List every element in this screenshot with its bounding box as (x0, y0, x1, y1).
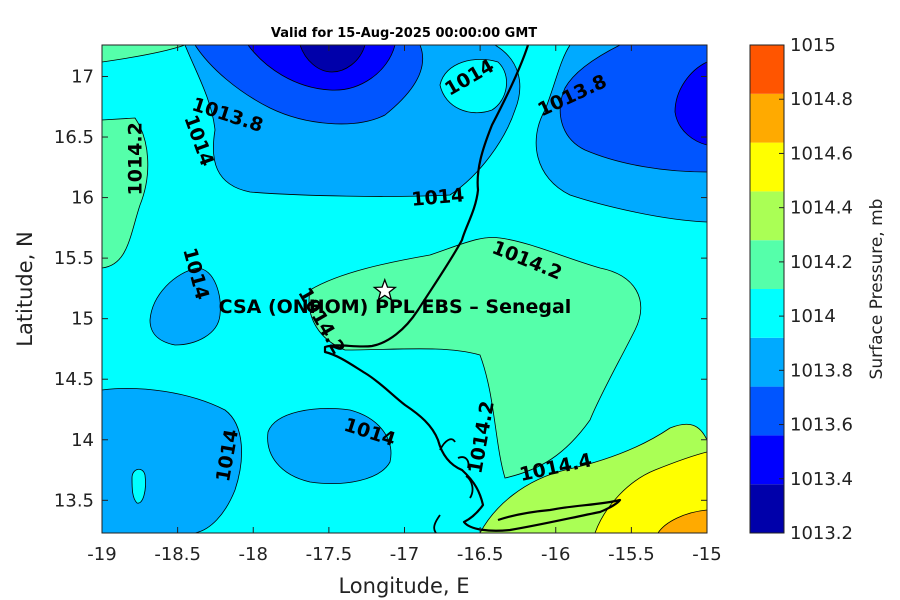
colorbar-tick-label: 1014 (790, 306, 836, 327)
coastline-detail (433, 438, 474, 533)
x-tick-label: -15 (692, 544, 721, 565)
colorbar-swatch (750, 386, 784, 436)
contour-region-1014.2-center (308, 237, 642, 479)
y-axis-label: Latitude, N (13, 231, 37, 347)
x-axis-ticks: -19 -18.5 -18 -17.5 -17 -16.5 -16 -15.5 -15 (87, 45, 722, 565)
colorbar-frame (749, 44, 785, 534)
contour-label: 1014 (410, 184, 465, 211)
colorbar-tick-label: 1013.2 (790, 523, 853, 544)
colorbar-tick-label: 1013.4 (790, 469, 853, 490)
y-tick-label: 16 (71, 188, 94, 209)
y-tick-label: 15 (71, 309, 94, 330)
colorbar-tick-label: 1014.8 (790, 89, 853, 110)
colorbar-swatch (750, 45, 784, 94)
colorbar-ticks: 1013.2 1013.4 1013.6 1013.8 1014 1014.2 1014.4… (779, 35, 853, 544)
colorbar-label: Surface Pressure, mb (867, 199, 887, 380)
contour-region-1014.2-left (102, 117, 149, 269)
y-tick-label: 14 (71, 430, 94, 451)
colorbar-tick-label: 1014.6 (790, 143, 853, 164)
colorbar-tick-label: 1015 (790, 35, 836, 56)
x-tick-label: -15.5 (608, 544, 655, 565)
station-star-icon[interactable] (372, 277, 398, 302)
colorbar-swatch (750, 240, 784, 289)
y-axis-ticks: 13.5 14 14.5 15 15.5 16 16.5 17 (54, 66, 707, 511)
x-tick-label: -17 (390, 544, 419, 565)
contour-region-1013.6-right (559, 45, 707, 173)
x-tick-label: -17.5 (306, 544, 353, 565)
contour-region-1013.8-bottomcenter (267, 408, 392, 484)
colorbar-tick-label: 1014.4 (790, 198, 853, 219)
contour-region-1013.8-left-blob (149, 267, 221, 346)
colorbar-swatch (750, 484, 784, 533)
contour-region-1013.2-top (299, 45, 366, 73)
colorbar-swatch (750, 337, 784, 387)
x-tick-label: -18 (239, 544, 268, 565)
x-tick-label: -16.5 (457, 544, 504, 565)
coastline (323, 45, 622, 532)
contour-region-1014-bubble (439, 59, 507, 114)
x-tick-label: -16 (541, 544, 570, 565)
y-tick-label: 13.5 (54, 490, 94, 511)
x-axis-label: Longitude, E (338, 574, 469, 598)
y-tick-label: 15.5 (54, 248, 94, 269)
colorbar-swatch (750, 93, 784, 143)
contour-label: 1014.2 (124, 122, 146, 195)
y-tick-label: 16.5 (54, 127, 94, 148)
colorbar-tick-label: 1013.6 (790, 415, 853, 436)
y-tick-label: 14.5 (54, 369, 94, 390)
contour-region-1014.8 (657, 509, 707, 533)
x-tick-label: -18.5 (154, 544, 201, 565)
contour-region-1014-islet (131, 468, 146, 504)
colorbar-swatch (750, 289, 784, 338)
plot-title: Valid for 15-Aug-2025 00:00:00 GMT (271, 26, 537, 41)
y-tick-label: 17 (71, 66, 94, 87)
contour-region-1014.2-topleft (102, 45, 186, 63)
x-tick-label: -19 (87, 544, 116, 565)
colorbar-swatch (750, 142, 784, 192)
colorbar-swatch (750, 435, 784, 485)
contour-region-1013.4-right (674, 61, 707, 146)
colorbar-tick-label: 1014.2 (790, 252, 853, 273)
colorbar-swatch (750, 191, 784, 241)
station-label: CSA (ONHOM) PPL EBS – Senegal (219, 296, 572, 318)
colorbar (750, 45, 784, 533)
colorbar-tick-label: 1013.8 (790, 360, 853, 381)
